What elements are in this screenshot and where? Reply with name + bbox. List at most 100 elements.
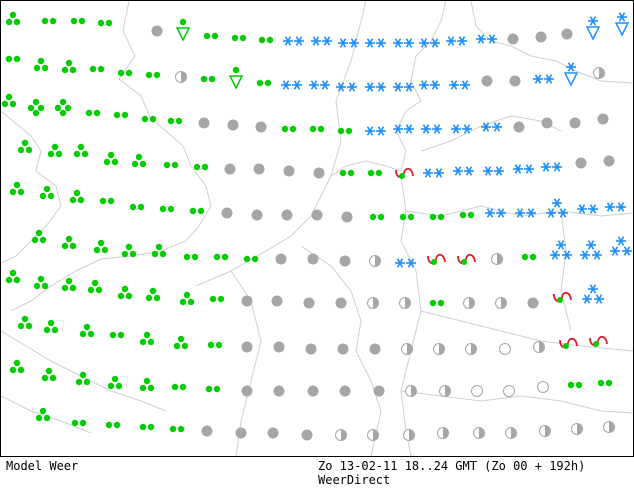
light-rain-icon [70,17,86,25]
light-rain-icon [231,34,247,42]
partly-cloudy-icon [593,67,605,79]
light-rain-icon [567,381,583,389]
light-rain-icon [209,295,225,303]
moderate-rain-icon [61,277,77,292]
light-rain-icon [200,75,216,83]
moderate-rain-icon [139,377,155,392]
overcast-icon [201,425,213,437]
overcast-icon [597,113,609,125]
light-rain-icon [163,161,179,169]
overcast-icon [303,297,315,309]
light-rain-icon [399,213,415,221]
partly-cloudy-icon [367,429,379,441]
light-rain-icon [193,163,209,171]
source-label: WeerDirect [318,473,391,487]
moderate-rain-icon [5,11,21,26]
overcast-icon [224,163,236,175]
heavy-snow-icon [581,283,605,305]
valid-time: Zo 13-02-11 18..24 GMT (Zo 00 + 192h) [318,459,586,473]
overcast-icon [273,341,285,353]
overcast-icon [275,253,287,265]
overcast-icon [281,209,293,221]
partly-cloudy-icon [433,343,445,355]
moderate-rain-icon [41,367,57,382]
light-rain-icon [258,36,274,44]
snow-icon [392,37,415,49]
moderate-rain-icon [33,57,49,72]
light-rain-icon [171,383,187,391]
light-rain-icon [109,331,125,339]
snow-showers-icon [585,15,601,41]
moderate-rain-icon [103,151,119,166]
overcast-icon [305,343,317,355]
light-rain-icon [145,71,161,79]
light-rain-icon [213,253,229,261]
moderate-rain-icon [9,359,25,374]
snow-icon [282,35,305,47]
snow-icon [512,163,535,175]
light-rain-icon [281,125,297,133]
moderate-rain-icon [75,371,91,386]
sleet-icon [589,335,608,347]
overcast-icon [311,209,323,221]
overcast-icon [301,429,313,441]
snow-icon [604,201,627,213]
overcast-icon [339,385,351,397]
light-rain-icon [369,213,385,221]
light-rain-icon [459,211,475,219]
light-rain-icon [89,65,105,73]
light-rain-icon [71,419,87,427]
moderate-rain-icon [73,143,89,158]
snow-icon [364,37,387,49]
overcast-icon [339,255,351,267]
snow-icon [280,79,303,91]
overcast-icon [267,427,279,439]
light-rain-icon [85,109,101,117]
moderate-rain-icon [151,243,167,258]
partly-cloudy-icon [399,297,411,309]
light-rain-icon [105,421,121,429]
snow-icon [532,73,555,85]
moderate-rain-icon [61,235,77,250]
overcast-icon [221,207,233,219]
overcast-icon [513,121,525,133]
overcast-icon [575,157,587,169]
snow-icon [448,79,471,91]
overcast-icon [561,28,573,40]
partly-cloudy-icon [571,423,583,435]
snow-icon [364,125,387,137]
overcast-icon [313,167,325,179]
light-rain-icon [309,125,325,133]
partly-cloudy-icon [539,425,551,437]
light-rain-icon [169,425,185,433]
heavy-rain-icon [54,98,72,117]
overcast-icon [227,119,239,131]
partly-cloudy-icon [495,297,507,309]
light-rain-icon [597,379,613,387]
showers-icon [228,66,244,90]
partly-cloudy-icon [533,341,545,353]
light-rain-icon [113,111,129,119]
snow-icon [394,257,417,269]
light-rain-icon [97,19,113,27]
sleet-icon [395,167,414,179]
snow-icon [310,35,333,47]
clear-icon [503,385,515,397]
moderate-rain-icon [9,181,25,196]
partly-cloudy-icon [175,71,187,83]
light-rain-icon [139,423,155,431]
moderate-rain-icon [17,315,33,330]
overcast-icon [273,385,285,397]
sleet-icon [457,253,476,265]
moderate-rain-icon [69,189,85,204]
light-rain-icon [337,127,353,135]
moderate-rain-icon [87,279,103,294]
model-label: Model Weer [6,459,79,473]
overcast-icon [198,117,210,129]
snow-icon [418,79,441,91]
overcast-icon [481,75,493,87]
light-rain-icon [205,385,221,393]
moderate-rain-icon [17,139,33,154]
light-rain-icon [339,169,355,177]
heavy-rain-icon [27,98,45,117]
